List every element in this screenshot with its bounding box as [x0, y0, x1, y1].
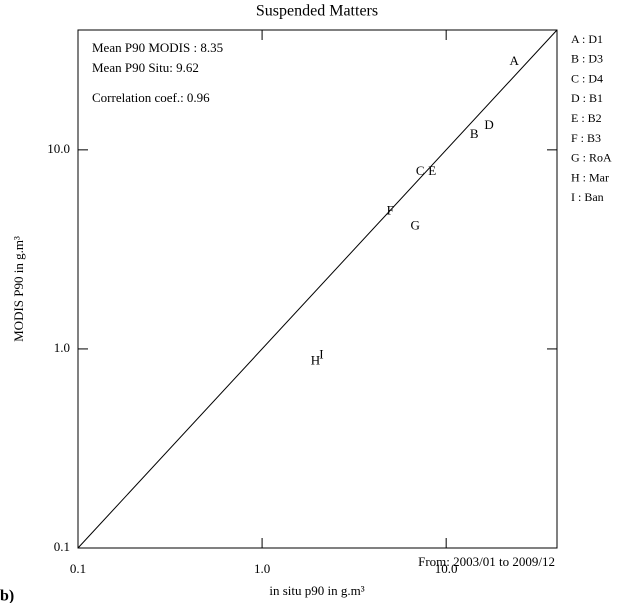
legend-entry: H : Mar [571, 170, 609, 184]
legend-entry: B : D3 [571, 52, 603, 66]
period-note: From: 2003/01 to 2009/12 [418, 554, 555, 569]
x-axis-label: in situ p90 in g.m³ [269, 583, 364, 598]
plot-frame [77, 29, 558, 549]
point-marker: B [470, 126, 479, 141]
one-to-one-line [77, 29, 558, 549]
x-tick-label: 10.0 [435, 561, 458, 576]
legend-entry: G : RoA [571, 151, 612, 165]
panel-label: b) [0, 588, 14, 603]
legend-entry: I : Ban [571, 190, 604, 204]
point-marker: H [311, 352, 320, 367]
point-marker: C [416, 163, 425, 178]
legend-entry: F : B3 [571, 131, 601, 145]
x-tick-label: 1.0 [254, 561, 270, 576]
point-marker: I [319, 346, 323, 361]
legend-entry: D : B1 [571, 91, 603, 105]
y-tick-label: 1.0 [54, 340, 70, 355]
y-tick-label: 0.1 [54, 539, 70, 554]
point-marker: A [509, 53, 519, 68]
legend-entry: A : D1 [571, 32, 603, 46]
y-tick-label: 10.0 [47, 141, 70, 156]
legend-entry: C : D4 [571, 71, 603, 85]
annotation: Correlation coef.: 0.96 [92, 90, 210, 105]
point-marker: E [428, 163, 436, 178]
annotation: Mean P90 MODIS : 8.35 [92, 40, 223, 55]
chart-title: Suspended Matters [256, 3, 378, 20]
legend-entry: E : B2 [571, 111, 602, 125]
point-marker: F [387, 203, 394, 218]
x-tick-label: 0.1 [70, 561, 86, 576]
point-marker: D [484, 117, 493, 132]
point-marker: G [411, 218, 420, 233]
annotation: Mean P90 Situ: 9.62 [92, 60, 199, 75]
y-axis-label: MODIS P90 in g.m³ [11, 236, 26, 342]
